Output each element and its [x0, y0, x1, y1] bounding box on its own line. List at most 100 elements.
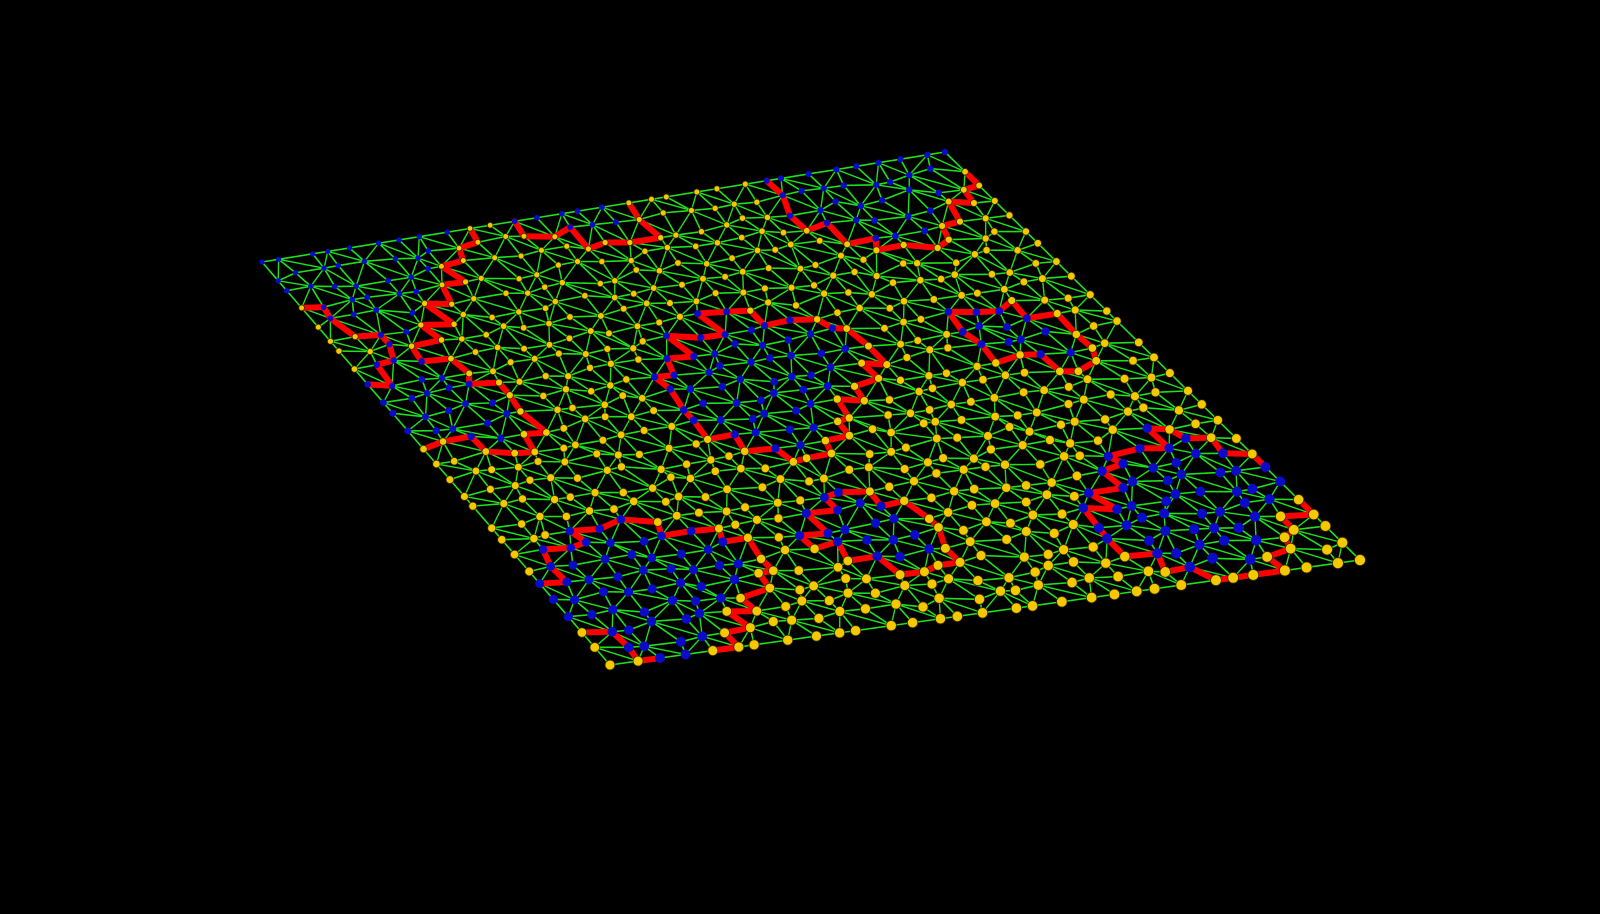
mesh-edge	[937, 188, 965, 194]
mesh-edge	[536, 264, 560, 276]
mesh-edge	[895, 603, 942, 620]
node-yellow	[927, 383, 938, 393]
mesh-edge	[644, 250, 661, 272]
mesh-edge	[871, 293, 905, 302]
mesh-edge	[417, 257, 443, 268]
mesh-edge	[763, 409, 798, 415]
mesh-edge	[587, 248, 632, 262]
boundary-edge	[417, 321, 445, 343]
node-yellow	[564, 372, 573, 381]
node-yellow	[1149, 352, 1159, 363]
node-blue	[548, 594, 558, 605]
node-yellow	[462, 278, 469, 286]
mesh-edge	[363, 257, 397, 263]
node-blue	[449, 425, 457, 433]
mesh-edge	[572, 558, 606, 566]
node-blue	[546, 561, 556, 571]
mesh-edge	[739, 378, 775, 394]
node-blue	[872, 234, 880, 242]
mesh-edge	[875, 249, 905, 265]
node-blue	[1247, 483, 1258, 494]
node-blue	[852, 216, 860, 224]
mesh-edge	[908, 189, 950, 203]
node-blue	[581, 537, 591, 547]
node-blue	[1160, 525, 1171, 537]
node-yellow	[509, 549, 520, 560]
node-yellow	[850, 267, 859, 276]
mesh-edge	[377, 239, 400, 245]
mesh-edge	[392, 359, 423, 381]
mesh-edge	[677, 262, 704, 280]
node-yellow	[639, 426, 649, 435]
mesh-edge	[947, 578, 1002, 592]
mesh-edge	[468, 370, 494, 375]
mesh-edge	[539, 515, 571, 532]
mesh-edge	[518, 380, 545, 397]
mesh-edge	[927, 461, 965, 471]
mesh-edge	[327, 250, 366, 263]
node-yellow	[724, 451, 734, 461]
node-yellow	[779, 228, 788, 237]
node-yellow	[796, 595, 808, 607]
node-blue	[924, 544, 934, 554]
mesh-edge	[1131, 480, 1168, 503]
mesh-edge	[753, 639, 789, 646]
node-yellow	[796, 264, 805, 273]
mesh-edge	[959, 217, 987, 223]
mesh-edge	[473, 277, 482, 300]
mesh-edge	[947, 347, 978, 368]
node-yellow	[795, 495, 806, 506]
node-yellow	[1052, 257, 1061, 266]
node-blue	[408, 394, 416, 402]
node-yellow	[616, 430, 626, 440]
node-blue	[503, 410, 511, 418]
node-yellow	[707, 645, 719, 657]
node-yellow	[899, 464, 910, 474]
mesh-edge	[706, 263, 744, 273]
node-blue	[497, 434, 505, 442]
node-blue	[756, 396, 765, 405]
mesh-edge	[714, 353, 752, 363]
boundary-edge	[364, 381, 396, 389]
node-yellow	[916, 315, 926, 324]
node-yellow	[826, 448, 837, 459]
mesh-edge	[877, 158, 902, 164]
mesh-edge	[835, 168, 877, 186]
node-yellow	[510, 448, 519, 458]
node-blue	[346, 245, 353, 251]
node-blue	[779, 192, 786, 199]
node-blue	[567, 224, 574, 231]
mesh-edge	[351, 298, 377, 311]
node-yellow	[872, 271, 881, 280]
node-yellow	[1138, 402, 1149, 413]
node-blue	[350, 311, 357, 318]
node-yellow	[600, 412, 610, 421]
mesh-edge	[1043, 299, 1076, 311]
mesh-edge	[742, 291, 769, 304]
node-yellow	[804, 476, 814, 487]
mesh-edge	[890, 451, 929, 464]
mesh-edge	[606, 469, 654, 489]
mesh-edge	[277, 258, 297, 274]
node-blue	[379, 399, 387, 406]
node-blue	[1083, 488, 1094, 498]
mesh-edge	[860, 184, 877, 207]
node-yellow	[662, 193, 670, 201]
node-yellow	[857, 358, 867, 368]
mesh-edge	[959, 220, 987, 240]
boundary-edge	[873, 241, 907, 254]
node-yellow	[730, 200, 738, 208]
node-yellow	[1066, 271, 1076, 281]
node-yellow	[1148, 582, 1161, 595]
mesh-edge	[818, 239, 842, 257]
node-blue	[1250, 535, 1262, 546]
node-blue	[972, 308, 981, 317]
mesh-edge	[916, 262, 956, 276]
node-yellow	[813, 315, 822, 324]
mesh-edge	[916, 262, 942, 280]
mesh-edge	[716, 236, 743, 244]
mesh-edge	[375, 309, 382, 336]
node-blue	[623, 587, 634, 597]
boundary-edge	[536, 578, 570, 587]
node-blue	[416, 233, 423, 240]
